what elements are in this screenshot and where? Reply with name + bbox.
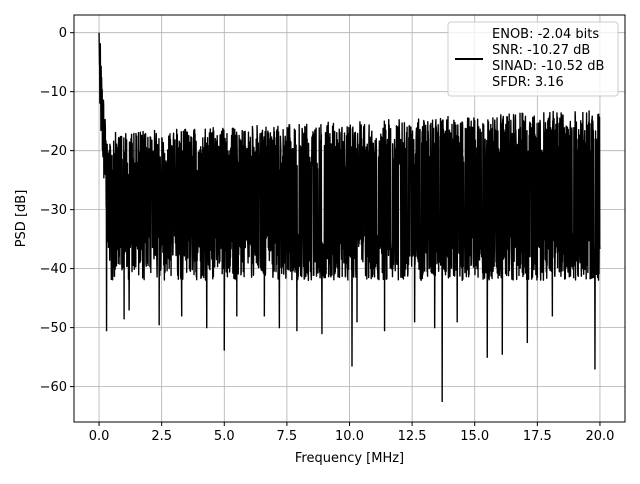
x-axis: 0.0 2.5 5.0 7.5 10.0 12.5 15.0 17.5 20.0 [89, 422, 614, 444]
psd-min-spike-point [434, 327, 436, 329]
psd-min-spike-point [356, 321, 358, 323]
y-tick-label: −40 [40, 262, 67, 277]
y-tick-label: −10 [40, 85, 67, 100]
x-tick-label: 2.5 [151, 429, 172, 444]
psd-min-spike-point [105, 329, 108, 332]
y-axis: 0 −10 −20 −30 −40 −50 −60 [40, 26, 74, 395]
y-tick-label: −30 [40, 203, 67, 218]
x-tick-label: 12.5 [398, 429, 427, 444]
y-tick-label: 0 [59, 26, 67, 41]
psd-min-spike-point [456, 321, 458, 323]
y-tick-label: −20 [40, 144, 67, 159]
y-axis-label: PSD [dB] [14, 190, 29, 248]
psd-min-spike-point [441, 400, 443, 402]
x-tick-label: 5.0 [214, 429, 235, 444]
psd-min-spike-point [321, 332, 323, 335]
x-tick-label: 17.5 [523, 429, 552, 444]
psd-min-spike-point [414, 321, 416, 323]
x-tick-label: 20.0 [585, 429, 614, 444]
psd-min-spike-point [181, 315, 183, 317]
series-group [98, 32, 601, 403]
x-tick-label: 15.0 [460, 429, 489, 444]
psd-min-spike-point [206, 327, 208, 329]
legend-snr: SNR: -10.27 dB [492, 43, 590, 58]
psd-min-spike-point [351, 365, 353, 367]
psd-min-spike-point [383, 329, 386, 332]
psd-min-spike-point [123, 318, 125, 320]
psd-series-line [98, 32, 601, 403]
legend-enob: ENOB: -2.04 bits [492, 27, 599, 42]
psd-min-spike-point [158, 324, 160, 326]
psd-min-spike-point [526, 341, 528, 343]
psd-min-spike-point [486, 356, 488, 358]
y-tick-label: −60 [40, 380, 67, 395]
psd-min-spike-point [594, 368, 596, 370]
x-axis-label: Frequency [MHz] [295, 451, 404, 466]
psd-min-spike-point [551, 315, 553, 317]
legend: ENOB: -2.04 bits SNR: -10.27 dB SINAD: -… [447, 21, 619, 97]
psd-min-spike-point [128, 309, 130, 311]
psd-min-spike-point [501, 353, 503, 355]
legend-sfdr: SFDR: 3.16 [492, 75, 564, 90]
psd-min-spike-point [296, 329, 298, 332]
y-tick-label: −50 [40, 321, 67, 336]
x-tick-label: 7.5 [277, 429, 298, 444]
legend-box [447, 21, 619, 97]
legend-sinad: SINAD: -10.52 dB [492, 59, 604, 74]
psd-min-spike-point [223, 349, 225, 351]
psd-min-spike-point [236, 315, 238, 317]
psd-min-spike-point [263, 315, 265, 317]
psd-min-spike-point [278, 327, 280, 329]
x-tick-label: 10.0 [335, 429, 364, 444]
x-tick-label: 0.0 [89, 429, 110, 444]
